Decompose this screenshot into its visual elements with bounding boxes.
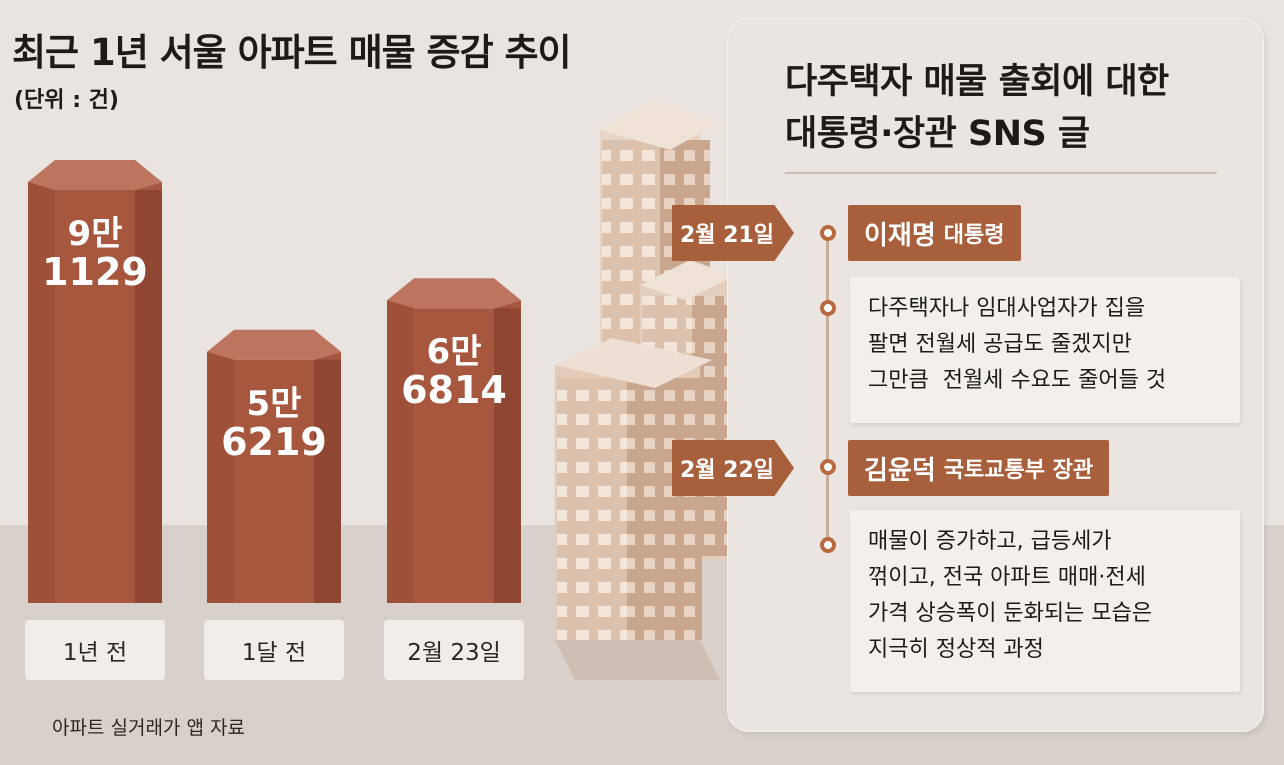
category-label: 2월 23일 [384, 620, 524, 680]
bar-value-line-2: 1129 [42, 250, 148, 294]
timeline-line [826, 232, 829, 550]
bar-top [387, 278, 521, 309]
bar-body [207, 351, 341, 603]
speaker-tag: 이재명 대통령 [848, 205, 1021, 261]
quote-line: 다주택자나 임대사업자가 집을 [868, 296, 1146, 321]
quote-line: 매물이 증가하고, 급등세가 [868, 529, 1112, 554]
bar-value-label: 9만 1129 [35, 215, 155, 291]
bar-side [28, 182, 55, 603]
timeline-dot [820, 459, 836, 475]
bar-value-line-2: 6814 [401, 368, 507, 413]
timeline-dot [820, 537, 836, 553]
source-note: 아파트 실거래가 앱 자료 [52, 717, 245, 739]
bar-side [387, 300, 414, 603]
bar-value-line-1: 9만 [67, 214, 123, 254]
speaker-role: 국토교통부 장관 [943, 458, 1094, 483]
timeline-dot [820, 300, 836, 316]
speaker-role: 대통령 [943, 223, 1005, 248]
category-label: 1달 전 [204, 620, 344, 680]
date-tag: 2월 22일 [672, 440, 794, 496]
unit-label: (단위 : 건) [14, 88, 119, 113]
bar-value-label: 5만 6219 [214, 385, 334, 461]
panel-title: 다주택자 매물 출회에 대한 대통령·장관 SNS 글 [785, 56, 1169, 160]
panel-divider [785, 172, 1217, 174]
quote-box: 매물이 증가하고, 급등세가 꺾이고, 전국 아파트 매매·전세 가격 상승폭이… [850, 510, 1240, 692]
speaker-name: 김윤덕 [864, 455, 936, 486]
bar-value-line-1: 6만 [426, 332, 482, 373]
chart-title: 최근 1년 서울 아파트 매물 증감 추이 [12, 31, 572, 74]
bar-body [28, 182, 162, 603]
bar-top [207, 329, 341, 360]
speaker-name: 이재명 [864, 220, 936, 251]
speaker-tag: 김윤덕 국토교통부 장관 [848, 440, 1110, 496]
bar-top [28, 160, 162, 190]
bar-body [387, 300, 521, 603]
timeline-dot [820, 225, 836, 241]
quote-box: 다주택자나 임대사업자가 집을 팔면 전월세 공급도 줄겠지만 그만큼 전월세 … [850, 277, 1240, 423]
category-label: 1년 전 [25, 620, 165, 680]
bar-side [314, 359, 341, 603]
quote-line: 그만큼 전월세 수요도 줄어들 것 [868, 368, 1167, 393]
bar-side [135, 190, 162, 603]
bar-value-label: 6만 6814 [394, 333, 514, 409]
panel-title-line-2: 대통령·장관 SNS 글 [785, 114, 1090, 154]
quote-line: 꺾이고, 전국 아파트 매매·전세 [868, 565, 1146, 590]
bar-side [207, 351, 234, 603]
quote-line: 지극히 정상적 과정 [868, 637, 1044, 662]
panel-title-line-1: 다주택자 매물 출회에 대한 [785, 62, 1169, 102]
bar-value-line-2: 6219 [221, 419, 327, 464]
quote-line: 가격 상승폭이 둔화되는 모습은 [868, 601, 1153, 626]
quote-line: 팔면 전월세 공급도 줄겠지만 [868, 332, 1132, 357]
date-tag: 2월 21일 [672, 205, 794, 261]
bar-side [494, 308, 521, 603]
bar-value-line-1: 5만 [246, 383, 302, 424]
